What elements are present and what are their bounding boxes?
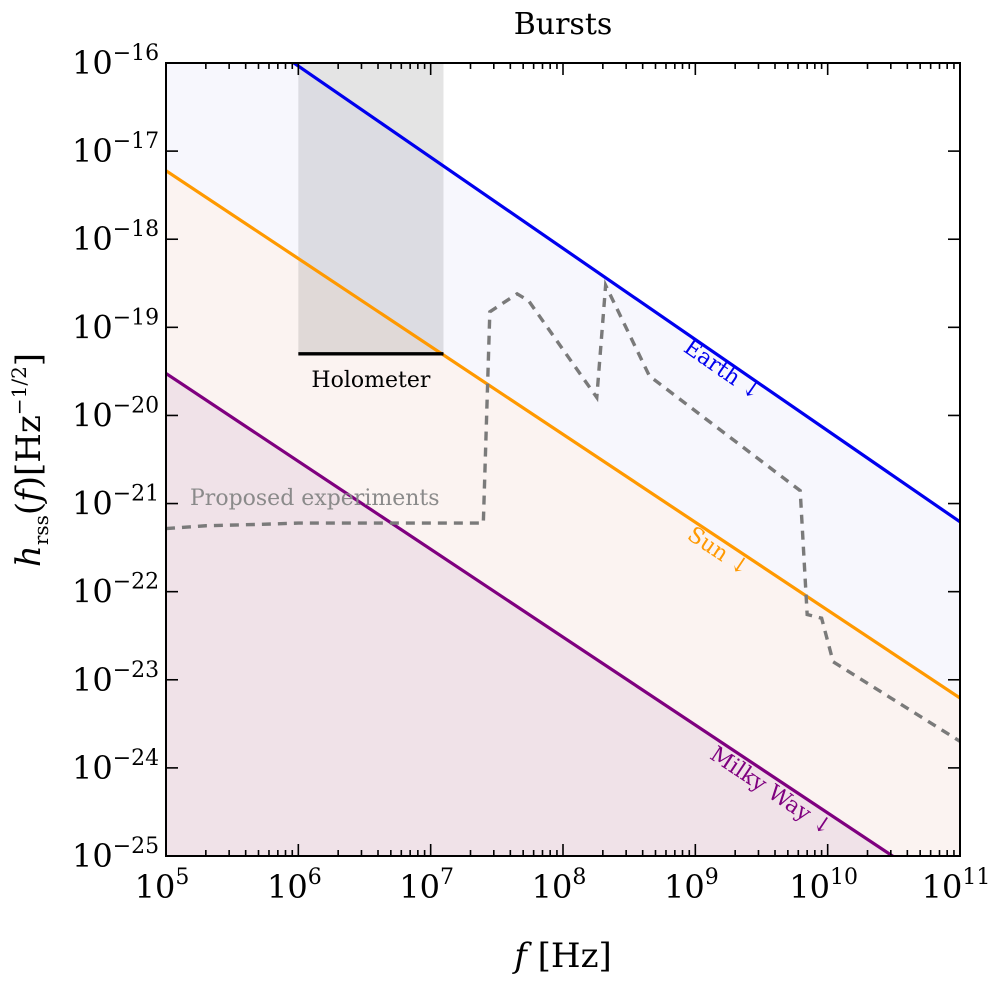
proposed-experiments-line (166, 278, 960, 743)
y-tick-label-9: 10−25 (72, 834, 159, 875)
x-tick-label-6: 1011 (922, 865, 991, 906)
holometer-band-layer (298, 63, 444, 354)
x-tick-label-0: 105 (135, 865, 190, 906)
y-tick-label-1: 10−17 (72, 129, 159, 170)
x-tick-label-1: 106 (267, 865, 322, 906)
x-tick-label-2: 107 (399, 865, 454, 906)
region-fills (166, 63, 960, 856)
y-tick-label-8: 10−24 (72, 746, 159, 787)
y-tick-label-7: 10−23 (72, 658, 159, 699)
y-tick-label-6: 10−22 (72, 570, 159, 611)
x-axis-label: f [Hz] (511, 936, 612, 976)
x-tick-label-4: 109 (664, 865, 719, 906)
x-tick-label-3: 108 (532, 865, 587, 906)
y-tick-label-5: 10−21 (72, 482, 159, 523)
holometer-layer: Holometer (298, 352, 444, 393)
y-tick-label-3: 10−19 (72, 305, 159, 346)
proposed-experiments-label: Proposed experiments (190, 486, 440, 511)
axis-ticks: 105 106 107 108 109 1010 1011 10−16 10−17 10−18 10… (72, 41, 990, 906)
holometer-band (298, 63, 444, 354)
chart-title: Bursts (514, 7, 613, 42)
y-axis-label: hrss(f)[Hz−1/2] (7, 353, 53, 567)
series-line-2 (166, 372, 896, 856)
y-tick-label-4: 10−20 (72, 393, 159, 434)
y-tick-label-2: 10−18 (72, 217, 159, 258)
y-tick-label-0: 10−16 (72, 41, 159, 82)
series-line-1 (166, 169, 960, 700)
holometer-label: Holometer (311, 368, 430, 393)
region-fill-2 (166, 373, 960, 856)
x-tick-label-5: 1010 (789, 865, 858, 906)
